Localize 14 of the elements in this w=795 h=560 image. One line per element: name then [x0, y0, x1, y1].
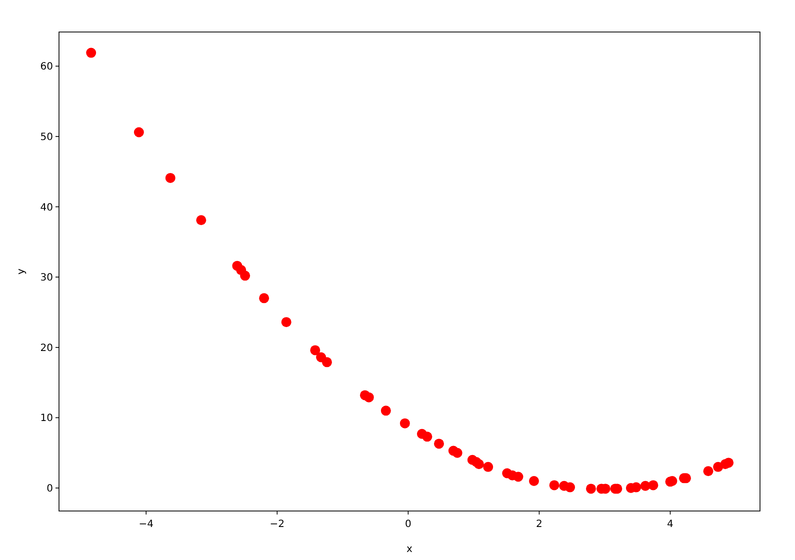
y-tick-label: 30 [40, 272, 53, 284]
y-tick-label: 40 [40, 202, 53, 214]
y-tick-label: 10 [40, 413, 53, 424]
x-tick-label: 4 [667, 519, 674, 530]
x-axis-title: x [406, 544, 413, 555]
y-tick-label: 0 [46, 484, 53, 495]
x-tick-label: −2 [270, 519, 285, 530]
y-axis-title: y [16, 268, 27, 274]
y-tick-label: 20 [40, 342, 53, 354]
x-tick-label: −4 [138, 519, 154, 530]
x-tick-label: 2 [536, 519, 542, 530]
y-tick-label: 60 [40, 62, 53, 73]
y-tick-label: 50 [40, 132, 53, 143]
x-tick-label: 0 [405, 519, 412, 530]
